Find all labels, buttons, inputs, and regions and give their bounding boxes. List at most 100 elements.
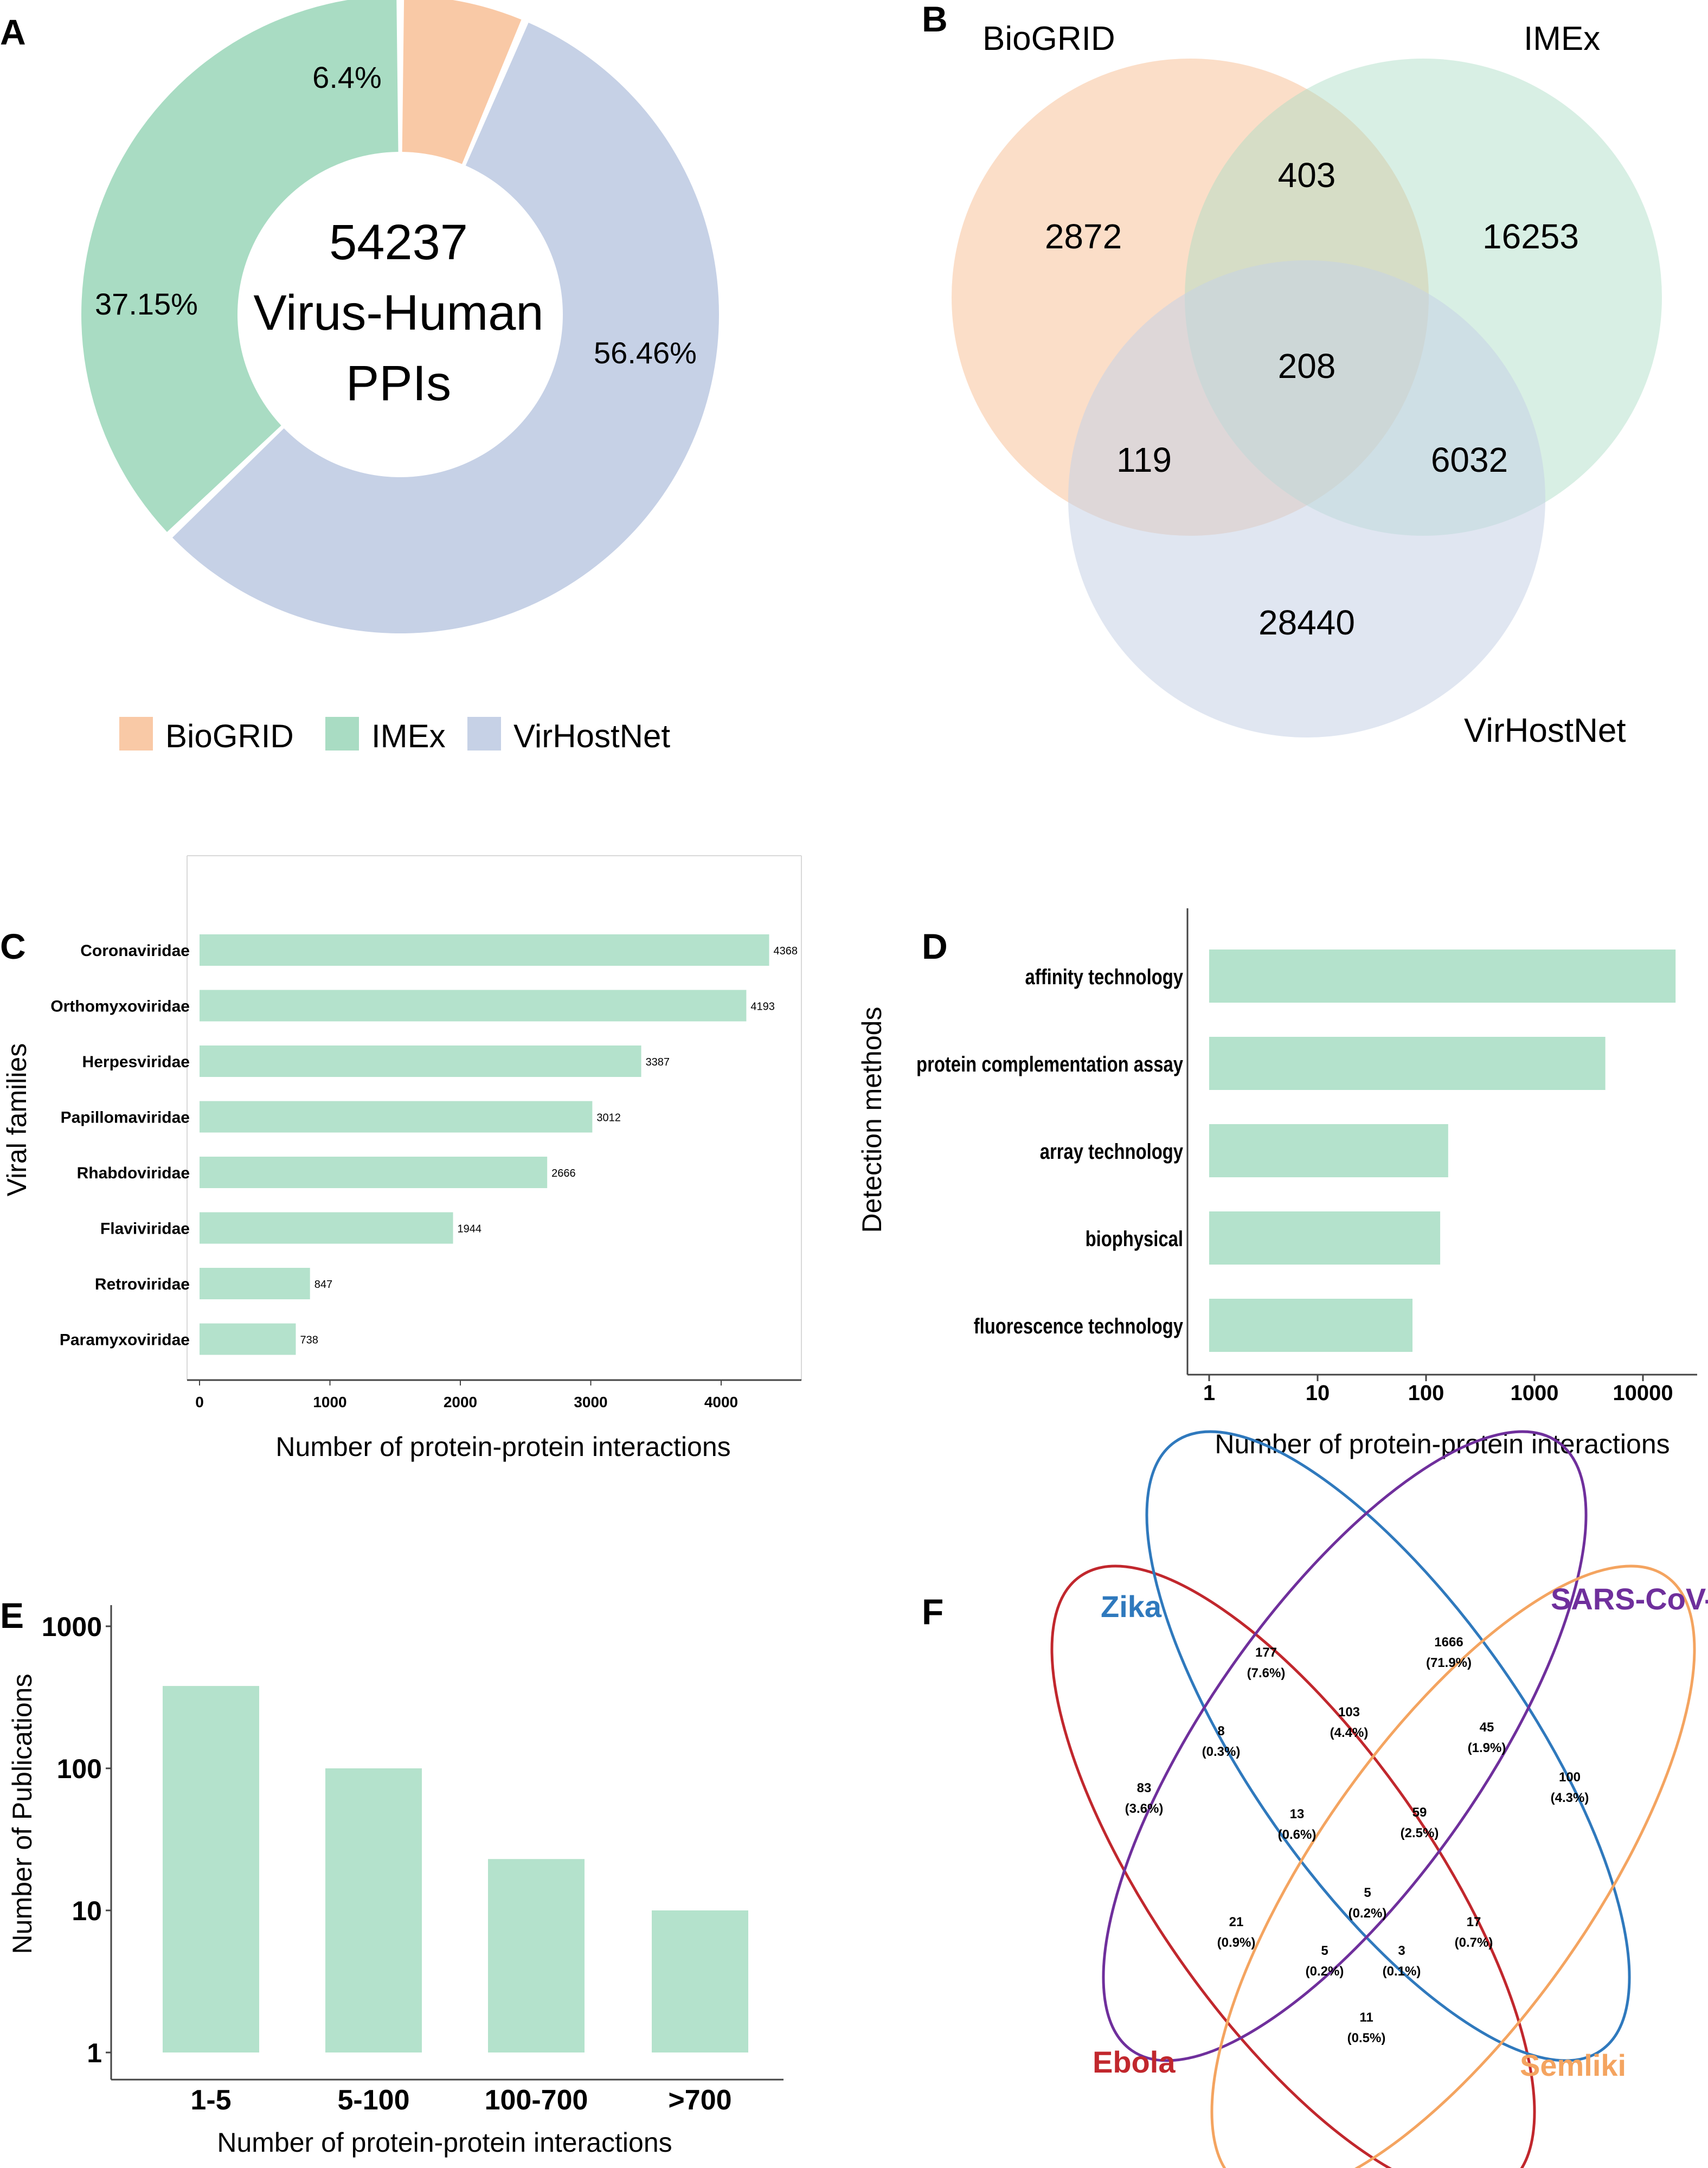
venn-region-count: 5 xyxy=(1364,1885,1371,1900)
category-label: Herpesviridae xyxy=(82,1053,190,1071)
category-label: Orthomyxoviridae xyxy=(50,998,190,1016)
bar-affinity-technology xyxy=(1209,950,1676,1003)
x-tick-label: 10000 xyxy=(1613,1381,1673,1405)
x-tick-label: 100-700 xyxy=(485,2084,588,2116)
x-tick-label: 1 xyxy=(1203,1381,1215,1405)
x-tick-label: 1000 xyxy=(313,1394,346,1410)
venn-region-count: 103 xyxy=(1338,1705,1360,1720)
x-tick-label: 1-5 xyxy=(190,2084,231,2116)
venn-region-count: 8 xyxy=(1217,1724,1224,1739)
bar-coronaviridae xyxy=(200,934,769,966)
venn-region-percent: (0.3%) xyxy=(1202,1744,1241,1759)
x-axis-title: Number of protein-protein interactions xyxy=(1215,1429,1670,1459)
legend-swatch-biogrid xyxy=(119,717,153,751)
venn-region-percent: (71.9%) xyxy=(1426,1656,1472,1670)
venn-region-imex-virhostnet: 6032 xyxy=(1431,440,1508,479)
x-tick-label: 3000 xyxy=(574,1394,607,1410)
panel-label-b: B xyxy=(922,0,948,39)
donut-slice-biogrid xyxy=(402,0,522,164)
donut-legend: BioGRID IMEx VirHostNet xyxy=(119,717,670,754)
venn-region-percent: (2.5%) xyxy=(1401,1826,1439,1840)
venn-region-count: 59 xyxy=(1412,1805,1427,1820)
panel-d-bar-chart: affinity technology protein complementati… xyxy=(857,908,1697,1459)
x-axis-title: Number of protein-protein interactions xyxy=(275,1432,730,1462)
slice-label-imex: 37.15% xyxy=(95,287,198,321)
panel-label-c: C xyxy=(0,926,26,966)
venn-set-label-biogrid: BioGRID xyxy=(983,20,1115,57)
panel-label-e: E xyxy=(0,1595,24,1635)
bar-orthomyxoviridae xyxy=(200,990,747,1022)
panel-label-f: F xyxy=(922,1592,943,1632)
category-label: biophysical xyxy=(1086,1227,1183,1251)
legend-swatch-imex xyxy=(325,717,359,751)
bar-retroviridae xyxy=(200,1268,310,1299)
venn-region-count: 17 xyxy=(1467,1915,1481,1929)
legend-swatch-virhostnet xyxy=(467,717,501,751)
bar-100-700 xyxy=(488,1859,585,2052)
category-label: fluorescence technology xyxy=(974,1314,1184,1338)
x-tick-label: 1000 xyxy=(1511,1381,1559,1405)
value-label: 3012 xyxy=(596,1112,621,1124)
legend-label-imex: IMEx xyxy=(371,718,446,754)
x-tick-label: 10 xyxy=(1306,1381,1330,1405)
venn-set-label-sars-cov-2: SARS-CoV-2 xyxy=(1551,1582,1708,1616)
x-axis-title: Number of protein-protein interactions xyxy=(217,2127,672,2158)
y-axis-title: Detection methods xyxy=(857,1007,887,1233)
panel-label-a: A xyxy=(0,12,26,52)
venn-region-percent: (4.3%) xyxy=(1551,1791,1589,1805)
bar-paramyxoviridae xyxy=(200,1323,296,1355)
category-label: Coronaviridae xyxy=(80,942,190,960)
venn-set-label-virhostnet: VirHostNet xyxy=(1464,712,1626,749)
x-tick-label: 5-100 xyxy=(338,2084,410,2116)
venn-region-count: 3 xyxy=(1398,1943,1405,1958)
x-tick-label: 0 xyxy=(195,1394,204,1410)
y-tick-label: 1 xyxy=(87,2038,102,2068)
venn-set-label-zika: Zika xyxy=(1101,1589,1162,1624)
category-label: affinity technology xyxy=(1025,965,1184,989)
venn-region-percent: (0.9%) xyxy=(1217,1935,1256,1950)
bar-fluorescence-technology xyxy=(1209,1299,1413,1352)
bar-array-technology xyxy=(1209,1124,1448,1177)
x-tick-label: 100 xyxy=(1408,1381,1444,1405)
panel-b-venn-diagram: BioGRID IMEx VirHostNet 2872 403 16253 2… xyxy=(952,20,1662,749)
venn-region-percent: (0.2%) xyxy=(1349,1906,1387,1921)
value-label: 4368 xyxy=(774,945,798,957)
venn-region-percent: (0.1%) xyxy=(1383,1964,1421,1979)
venn-region-count: 21 xyxy=(1229,1915,1244,1929)
venn-region-imex-only: 16253 xyxy=(1482,217,1579,256)
category-label: Retroviridae xyxy=(95,1275,190,1293)
venn-ellipse-semliki xyxy=(1210,1564,1696,2168)
y-tick-label: 10 xyxy=(72,1896,102,1926)
venn-region-percent: (4.4%) xyxy=(1330,1726,1369,1740)
bar-flaviviridae xyxy=(200,1212,453,1244)
venn-region-count: 177 xyxy=(1255,1645,1277,1660)
bar-5-100 xyxy=(325,1768,422,2052)
panel-e-bar-chart: 1-5 5-100 100-700 >700 1 10 100 1000 Number of… xyxy=(7,1605,784,2158)
donut-center-total: 54237 xyxy=(329,215,468,270)
category-label: Papillomaviridae xyxy=(61,1109,190,1127)
bar-biophysical xyxy=(1209,1211,1441,1265)
venn-region-percent: (0.7%) xyxy=(1455,1935,1493,1950)
value-label: 2666 xyxy=(551,1168,576,1179)
venn-region-biogrid-only: 2872 xyxy=(1045,217,1122,256)
panel-label-d: D xyxy=(922,926,948,966)
bar-rhabdoviridae xyxy=(200,1157,548,1188)
x-tick-label: 2000 xyxy=(444,1394,477,1410)
venn-region-percent: (0.2%) xyxy=(1306,1964,1344,1979)
value-label: 4193 xyxy=(750,1001,775,1013)
venn-region-biogrid-imex: 403 xyxy=(1278,156,1336,195)
legend-label-virhostnet: VirHostNet xyxy=(513,718,670,754)
donut-center-label: Virus-Human xyxy=(253,285,543,341)
bar--700 xyxy=(652,1910,748,2052)
venn-region-count: 100 xyxy=(1559,1770,1581,1785)
donut-slice-imex xyxy=(81,0,399,533)
bar-protein-complementation-assay xyxy=(1209,1037,1606,1090)
legend-label-biogrid: BioGRID xyxy=(165,718,294,754)
category-label: Paramyxoviridae xyxy=(60,1331,190,1349)
venn-region-count: 45 xyxy=(1480,1720,1494,1735)
category-label: Rhabdoviridae xyxy=(77,1164,190,1182)
bar-herpesviridae xyxy=(200,1045,641,1077)
venn-region-count: 83 xyxy=(1137,1781,1152,1795)
venn-region-percent: (1.9%) xyxy=(1468,1741,1506,1755)
donut-slice-virhostnet xyxy=(172,22,720,634)
